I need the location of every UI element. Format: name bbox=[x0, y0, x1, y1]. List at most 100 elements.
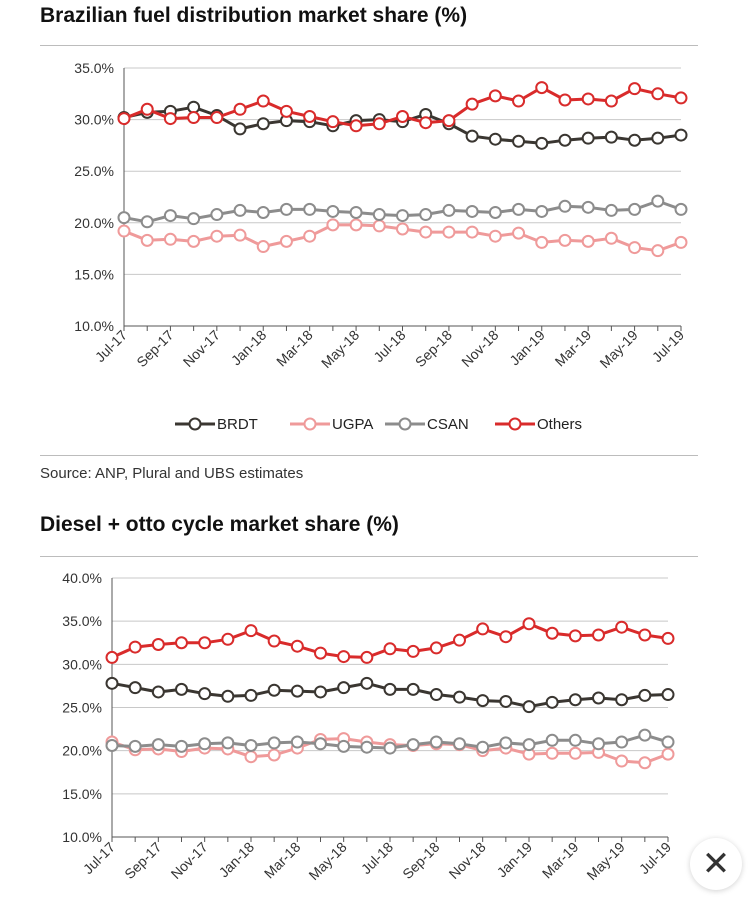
chart1-series-others-point bbox=[488, 89, 502, 103]
chart1-series-csan-point bbox=[140, 215, 154, 229]
chart2-x-tick-label: Nov-18 bbox=[446, 839, 489, 882]
chart1-series-brdt-point bbox=[256, 117, 270, 131]
chart2-series-csan-point bbox=[175, 739, 188, 753]
chart1-x-tick-label: Nov-18 bbox=[458, 327, 501, 370]
chart1-series-csan-point bbox=[256, 205, 270, 219]
chart1-series-csan-point bbox=[187, 212, 201, 226]
chart2-series-others-point bbox=[175, 636, 188, 650]
chart1-series-others-point bbox=[279, 104, 293, 118]
chart1-top-divider bbox=[40, 45, 698, 46]
chart1-series-others-point bbox=[581, 92, 595, 106]
chart1-series-csan-point bbox=[349, 205, 363, 219]
chart1-series-ugpa-point bbox=[279, 234, 293, 248]
chart1-series-others-point bbox=[442, 114, 456, 128]
chart2-series-others-point bbox=[105, 650, 119, 664]
chart1-y-tick-label: 25.0% bbox=[74, 163, 114, 179]
chart2-series-others-point bbox=[337, 650, 351, 664]
chart2-series-csan-point bbox=[568, 733, 582, 747]
chart2-y-tick-label: 40.0% bbox=[62, 570, 102, 586]
chart2-series-brdt-point bbox=[499, 694, 513, 708]
chart1-y-tick-label: 20.0% bbox=[74, 215, 114, 231]
chart1-series-ugpa-point bbox=[558, 233, 572, 247]
chart2-series-csan-point bbox=[545, 733, 559, 747]
chart2-series-ugpa-point bbox=[568, 746, 582, 760]
chart1-x-tick-label: Sep-17 bbox=[133, 327, 176, 370]
chart2-series-others-point bbox=[568, 629, 582, 643]
chart1-series-csan-point bbox=[419, 208, 433, 222]
chart1-series-ugpa-point bbox=[628, 241, 642, 255]
chart2-series-csan-point bbox=[453, 737, 466, 751]
chart1-x-tick-label: Jan-19 bbox=[506, 327, 548, 369]
chart1-series-csan-point bbox=[163, 209, 177, 223]
chart1-legend-label-brdt: BRDT bbox=[217, 416, 258, 433]
chart1-series-brdt-point bbox=[558, 133, 572, 147]
chart1-series-csan-point bbox=[674, 202, 688, 216]
chart1-series-brdt-point bbox=[674, 128, 688, 142]
chart2-series-brdt-point bbox=[175, 682, 188, 696]
chart1-series-ugpa-point bbox=[488, 229, 502, 243]
chart2-series-brdt-point bbox=[221, 689, 235, 703]
chart1-series-others-point bbox=[419, 116, 433, 130]
close-button[interactable]: ✕ bbox=[690, 838, 742, 890]
chart2-series-csan-point bbox=[198, 737, 212, 751]
chart2-series-brdt-point bbox=[615, 693, 629, 707]
chart1-series-csan-point bbox=[651, 194, 665, 208]
chart1-legend-marker bbox=[303, 417, 317, 431]
chart1-series-brdt-point bbox=[535, 136, 549, 150]
chart2-series-csan-point bbox=[337, 739, 351, 753]
chart2-series-others-point bbox=[314, 646, 327, 660]
chart2-series-csan-point bbox=[221, 736, 235, 750]
chart2-series-brdt-point bbox=[476, 694, 490, 708]
chart1-x-tick-label: Mar-19 bbox=[552, 327, 595, 370]
chart1-series-csan-point bbox=[233, 203, 247, 217]
chart2-series-brdt-point bbox=[522, 700, 536, 714]
chart2-series-csan-point bbox=[522, 738, 536, 752]
chart2-series-csan-point bbox=[661, 735, 675, 749]
chart2-series-brdt-point bbox=[661, 688, 675, 702]
chart1-series-ugpa-point bbox=[674, 235, 688, 249]
chart2-series-others-point bbox=[151, 637, 165, 651]
chart2-series-others-point bbox=[545, 626, 559, 640]
chart1-series-others-point bbox=[210, 111, 224, 125]
chart2-series-csan-point bbox=[592, 737, 605, 751]
chart2-series-others-point bbox=[360, 650, 374, 664]
chart2-series-ugpa-point bbox=[244, 750, 258, 764]
chart1-series-others-point bbox=[187, 111, 201, 125]
chart1-series-csan-point bbox=[372, 208, 386, 222]
chart1-series-csan-point bbox=[535, 204, 549, 218]
chart1-legend-marker bbox=[508, 417, 522, 431]
chart1-legend-marker bbox=[398, 417, 412, 431]
chart1-series-others-point bbox=[256, 94, 270, 108]
chart2-series-others-point bbox=[615, 620, 629, 634]
chart2-series-others-point bbox=[267, 634, 281, 648]
chart2-x-tick-label: Mar-19 bbox=[539, 839, 582, 882]
chart1-series-others-point bbox=[233, 102, 247, 116]
chart2-series-others-point bbox=[453, 633, 466, 647]
chart1-series-others-point bbox=[326, 115, 340, 129]
chart1-series-others-point bbox=[628, 82, 642, 96]
chart1-series-ugpa-point bbox=[233, 228, 247, 242]
chart2-series-ugpa-point bbox=[267, 748, 281, 762]
chart1-legend-label-ugpa: UGPA bbox=[332, 416, 373, 433]
chart1-series-others-point bbox=[140, 102, 154, 116]
chart1-series-ugpa-point bbox=[187, 234, 201, 248]
chart2-series-csan-point bbox=[383, 741, 397, 755]
chart2-series-others-point bbox=[429, 641, 443, 655]
chart2-x-tick-label: Mar-18 bbox=[261, 839, 304, 882]
chart1-series-brdt-point bbox=[581, 131, 595, 145]
chart1-series-others-point bbox=[512, 94, 526, 108]
chart2-series-brdt-point bbox=[545, 695, 559, 709]
chart1-series-brdt-point bbox=[651, 131, 665, 145]
chart2-series-others-point bbox=[128, 640, 142, 654]
chart1-series-others-point bbox=[651, 87, 665, 101]
chart1-series-ugpa-point bbox=[117, 224, 131, 238]
source-note: Source: ANP, Plural and UBS estimates bbox=[40, 465, 304, 482]
chart1-legend-marker bbox=[188, 417, 202, 431]
chart2-series-others-point bbox=[290, 639, 304, 653]
chart1-legend-label-csan: CSAN bbox=[427, 416, 469, 433]
chart2-y-tick-label: 30.0% bbox=[62, 656, 102, 672]
chart2-series-csan-point bbox=[406, 738, 420, 752]
chart1-series-csan-point bbox=[512, 202, 526, 216]
chart2-series-csan-point bbox=[267, 736, 281, 750]
chart2-series-others-point bbox=[244, 624, 258, 638]
